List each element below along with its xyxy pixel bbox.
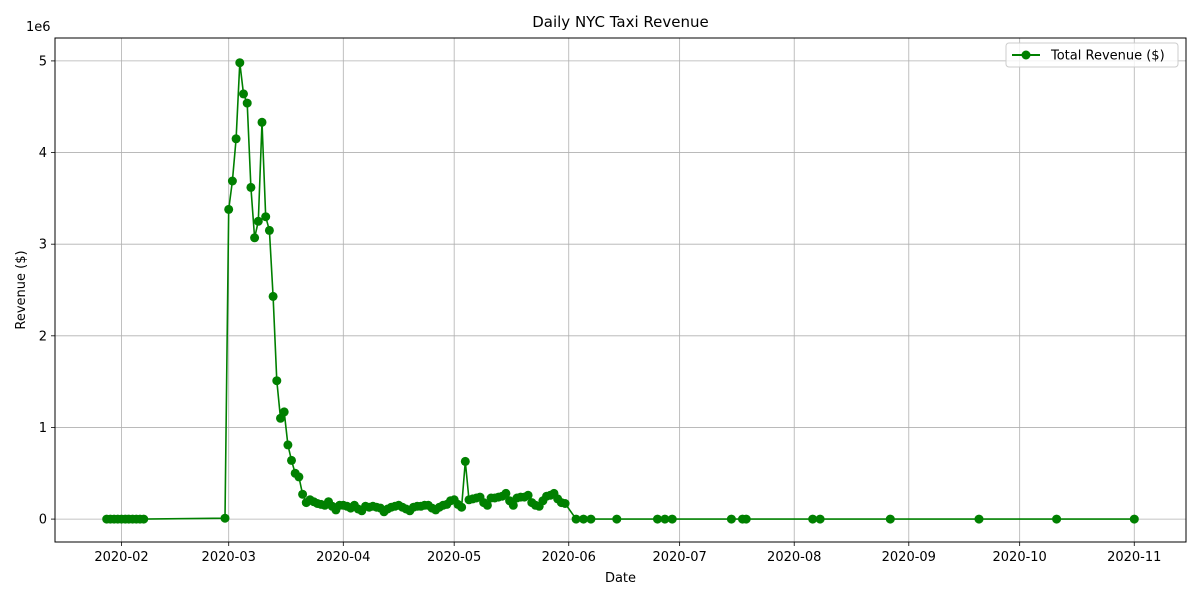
data-point [253,216,263,226]
y-tick-label: 0 [39,513,47,528]
x-tick-label: 2020-03 [202,550,256,565]
data-point [660,514,670,524]
data-point [501,488,511,498]
legend-box [1005,42,1179,68]
data-point [220,513,230,523]
y-tick-label: 1 [39,421,47,436]
data-point [287,455,296,465]
x-tick-label: 2020-07 [652,550,706,565]
legend-marker [1021,50,1031,60]
data-point [726,514,736,524]
y-axis-label: Revenue ($) [14,250,29,329]
data-point [586,514,596,524]
plot-frame [54,37,1187,543]
data-point [808,514,818,524]
data-point [227,176,237,186]
data-point [264,225,274,235]
data-point [482,500,492,510]
series-layer [102,58,1139,524]
legend: Total Revenue ($) [1005,42,1179,68]
data-point [508,500,518,510]
data-point [242,98,252,108]
data-point [457,502,467,512]
data-point [279,407,289,417]
x-tick-label: 2020-10 [993,550,1047,565]
data-point [1052,514,1062,524]
x-axis-ticks: 2020-02 2020-03 2020-04 2020-05 2020-06 2020-… [94,542,1161,565]
data-point [235,58,245,68]
data-point [224,204,234,214]
data-point [579,514,588,524]
x-tick-label: 2020-02 [94,550,148,565]
data-point [294,472,304,482]
data-point [885,514,895,524]
x-tick-label: 2020-05 [427,550,481,565]
data-point [268,291,278,301]
data-point [974,514,984,524]
y-tick-label: 3 [39,238,47,253]
data-point [1129,514,1139,524]
data-point [272,376,282,386]
x-tick-label: 2020-06 [542,550,596,565]
x-tick-label: 2020-04 [316,550,370,565]
data-point [560,499,570,508]
x-tick-label: 2020-08 [767,550,821,565]
data-point [741,514,751,524]
data-point [139,514,149,524]
y-tick-label: 5 [39,54,47,69]
data-point [571,514,581,524]
data-point [283,440,293,450]
data-point [231,134,241,144]
y-axis-offset-label: 1e6 [26,20,51,35]
y-tick-label: 4 [39,146,47,161]
data-point [523,490,533,500]
data-point [239,89,248,99]
legend-entry-total-revenue: Total Revenue ($) [1050,49,1165,64]
x-axis-label: Date [605,571,636,586]
data-point [257,117,267,127]
data-point [250,233,260,243]
data-point [612,514,622,524]
x-tick-label: 2020-09 [882,550,936,565]
x-tick-label: 2020-11 [1107,550,1161,565]
data-point [460,456,470,466]
y-axis-ticks: 0 1 2 3 4 5 [39,54,55,528]
data-point [815,514,825,524]
data-point [298,489,308,499]
data-point [261,212,271,222]
y-tick-label: 2 [39,329,47,344]
data-point [653,514,662,524]
chart-title: Daily NYC Taxi Revenue [532,13,709,31]
data-point [246,182,256,192]
data-point [667,514,677,524]
